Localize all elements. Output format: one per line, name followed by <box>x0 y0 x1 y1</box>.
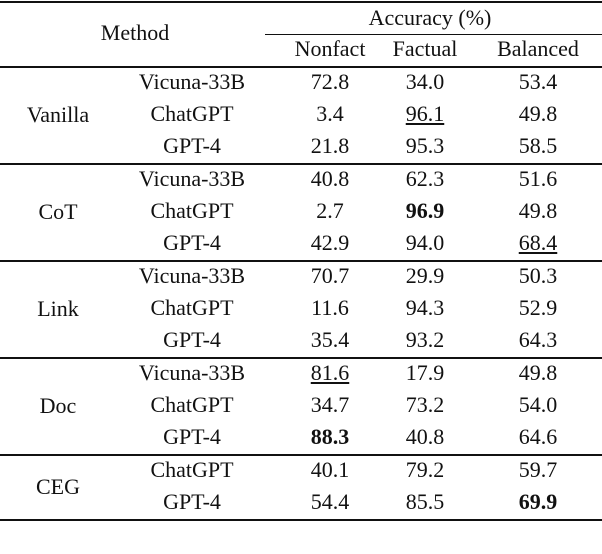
cell-value: 2.7 <box>316 198 344 223</box>
cell-value: 59.7 <box>518 457 558 482</box>
rule <box>0 1 602 3</box>
cell-value: 94.0 <box>405 230 445 255</box>
rule <box>0 163 602 165</box>
method-name: Doc <box>39 392 77 418</box>
column-header: Balanced <box>497 36 579 61</box>
model-name: Vicuna-33B <box>138 263 246 288</box>
model-name: ChatGPT <box>150 457 234 482</box>
cell-value: 93.2 <box>405 327 445 352</box>
cell-value: 49.8 <box>518 360 558 385</box>
cell-value: 34.7 <box>310 392 350 417</box>
cell-value: 21.8 <box>310 133 350 158</box>
cell-value: 62.3 <box>405 166 445 191</box>
cell-value: 96.9 <box>405 198 445 223</box>
rule <box>0 66 602 68</box>
cell-value: 54.0 <box>518 392 558 417</box>
cell-value: 17.9 <box>405 360 445 385</box>
cell-value: 3.4 <box>316 101 344 126</box>
model-name: ChatGPT <box>150 295 234 320</box>
model-name: GPT-4 <box>163 327 221 352</box>
column-header: Nonfact <box>294 36 366 61</box>
column-header: Factual <box>392 36 458 61</box>
method-name: CoT <box>38 198 78 224</box>
method-name: Vanilla <box>26 101 90 127</box>
cell-value: 85.5 <box>405 489 445 514</box>
cell-value: 35.4 <box>310 327 350 352</box>
cell-value: 11.6 <box>311 295 349 320</box>
model-name: ChatGPT <box>150 392 234 417</box>
cell-value: 53.4 <box>518 69 558 94</box>
cell-value: 49.8 <box>518 101 558 126</box>
header-group: Accuracy (%) <box>368 5 492 30</box>
cell-value: 64.3 <box>518 327 558 352</box>
cell-value: 34.0 <box>405 69 445 94</box>
cell-value: 70.7 <box>310 263 350 288</box>
rule <box>0 260 602 262</box>
cell-value: 49.8 <box>518 198 558 223</box>
cell-value: 50.3 <box>518 263 558 288</box>
cell-value: 88.3 <box>310 424 350 449</box>
cell-value: 72.8 <box>310 69 350 94</box>
cell-value: 52.9 <box>518 295 558 320</box>
cell-value: 81.6 <box>310 360 350 385</box>
cell-value: 58.5 <box>518 133 558 158</box>
model-name: GPT-4 <box>163 133 221 158</box>
cell-value: 40.8 <box>405 424 445 449</box>
cell-value: 94.3 <box>405 295 445 320</box>
cell-value: 73.2 <box>405 392 445 417</box>
model-name: Vicuna-33B <box>138 166 246 191</box>
cell-value: 42.9 <box>310 230 350 255</box>
cell-value: 79.2 <box>405 457 445 482</box>
cell-value: 69.9 <box>518 489 558 514</box>
model-name: GPT-4 <box>163 424 221 449</box>
cell-value: 51.6 <box>518 166 558 191</box>
cell-value: 68.4 <box>518 230 558 255</box>
model-name: Vicuna-33B <box>138 360 246 385</box>
model-name: ChatGPT <box>150 101 234 126</box>
header-method: Method <box>100 20 170 45</box>
rule <box>0 357 602 359</box>
cell-value: 96.1 <box>405 101 445 126</box>
method-name: Link <box>37 295 79 321</box>
rule <box>0 454 602 456</box>
rule <box>265 34 602 35</box>
cell-value: 54.4 <box>310 489 350 514</box>
model-name: ChatGPT <box>150 198 234 223</box>
cell-value: 95.3 <box>405 133 445 158</box>
model-name: GPT-4 <box>163 489 221 514</box>
cell-value: 40.8 <box>310 166 350 191</box>
cell-value: 29.9 <box>405 263 445 288</box>
model-name: GPT-4 <box>163 230 221 255</box>
model-name: Vicuna-33B <box>138 69 246 94</box>
rule <box>0 519 602 521</box>
cell-value: 40.1 <box>310 457 350 482</box>
method-name: CEG <box>36 473 80 499</box>
cell-value: 64.6 <box>518 424 558 449</box>
